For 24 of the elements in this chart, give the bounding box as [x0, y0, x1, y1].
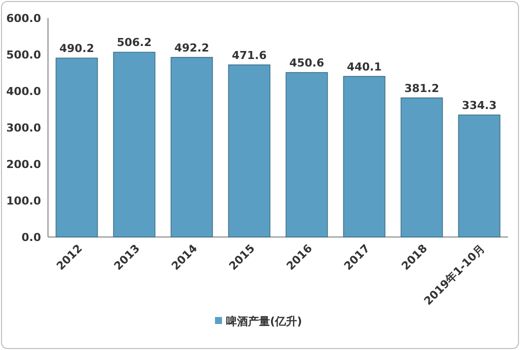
- data-label: 471.6: [232, 48, 267, 62]
- y-tick-label: 500.0: [6, 48, 42, 62]
- data-label: 334.3: [462, 98, 497, 112]
- data-label: 490.2: [59, 42, 94, 56]
- data-label: 492.2: [174, 41, 210, 54]
- bar: [458, 114, 500, 238]
- y-tick-label: 600.0: [6, 12, 42, 25]
- legend: 啤酒产量(亿升): [215, 315, 302, 328]
- y-tick-label: 0.0: [22, 231, 42, 244]
- data-label: 506.2: [116, 36, 152, 50]
- bar: [228, 64, 270, 238]
- data-label: 381.2: [404, 82, 440, 95]
- data-label: 440.1: [346, 60, 382, 74]
- y-tick-label: 100.0: [6, 194, 42, 208]
- bar: [286, 72, 328, 238]
- bar: [56, 58, 98, 238]
- data-label: 450.6: [289, 56, 324, 70]
- bar: [170, 56, 213, 238]
- y-tick-label: 300.0: [6, 122, 42, 134]
- bar: [400, 97, 443, 238]
- bar: [343, 76, 386, 238]
- y-tick-label: 200.0: [6, 158, 42, 171]
- bar: [113, 52, 156, 238]
- y-tick-label: 400.0: [6, 85, 42, 98]
